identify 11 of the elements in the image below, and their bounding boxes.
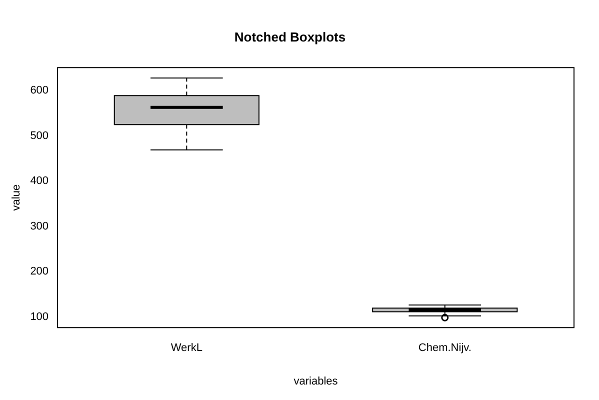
- x-tick-label: WerkL: [170, 342, 202, 354]
- y-tick-label: 200: [30, 266, 49, 278]
- y-tick-label: 400: [30, 175, 49, 188]
- y-tick-label: 300: [30, 220, 49, 232]
- x-axis-title: variables: [294, 375, 338, 388]
- y-tick-label: 500: [30, 130, 49, 142]
- chart-title: Notched Boxplots: [234, 29, 346, 44]
- y-axis-title: value: [10, 184, 23, 211]
- y-tick-label: 100: [30, 310, 49, 323]
- y-tick-label: 600: [30, 84, 49, 97]
- x-tick-label: Chem.Nijv.: [418, 342, 472, 354]
